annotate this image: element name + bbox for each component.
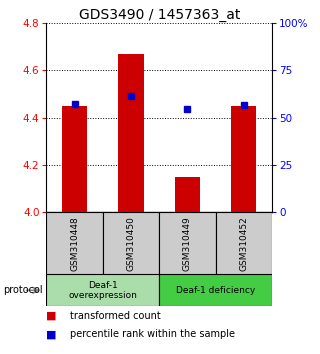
Text: GSM310450: GSM310450 bbox=[126, 216, 135, 271]
Bar bbox=[46, 212, 103, 274]
Title: GDS3490 / 1457363_at: GDS3490 / 1457363_at bbox=[78, 8, 240, 22]
Text: protocol: protocol bbox=[3, 285, 43, 295]
Bar bbox=[216, 212, 272, 274]
Text: transformed count: transformed count bbox=[70, 311, 161, 321]
Bar bbox=[62, 106, 87, 212]
Bar bbox=[46, 274, 159, 306]
Text: ■: ■ bbox=[46, 329, 57, 339]
Text: Deaf-1
overexpression: Deaf-1 overexpression bbox=[68, 281, 137, 300]
Bar bbox=[103, 212, 159, 274]
Bar bbox=[118, 54, 144, 212]
Text: GSM310452: GSM310452 bbox=[239, 216, 248, 271]
Bar bbox=[159, 274, 272, 306]
Text: GSM310448: GSM310448 bbox=[70, 216, 79, 271]
Bar bbox=[231, 106, 257, 212]
Text: Deaf-1 deficiency: Deaf-1 deficiency bbox=[176, 286, 255, 295]
Text: percentile rank within the sample: percentile rank within the sample bbox=[70, 329, 236, 339]
Text: GSM310449: GSM310449 bbox=[183, 216, 192, 271]
Text: ■: ■ bbox=[46, 311, 57, 321]
Bar bbox=[175, 177, 200, 212]
Bar bbox=[159, 212, 216, 274]
